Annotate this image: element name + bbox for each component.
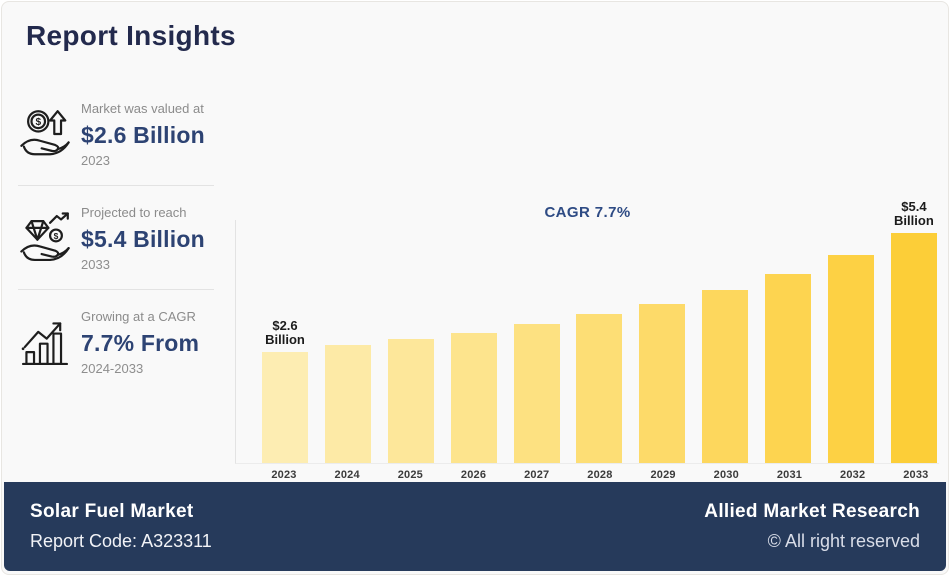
stat-value: 7.7% From: [81, 330, 200, 357]
x-tick-label: 2026: [460, 469, 487, 481]
stat-label: Growing at a CAGR: [81, 309, 196, 325]
bar-rect: [387, 339, 434, 463]
divider: [18, 185, 214, 187]
stat-text: Market was valued at $2.6 Billion 2023: [81, 99, 207, 168]
bar-2032: [828, 255, 875, 463]
divider: [18, 289, 214, 291]
stat-period: 2023: [81, 153, 110, 169]
x-tick-label: 2023: [271, 469, 297, 481]
stat-market-valued: $ Market was valued at $2.6 Billion 2023: [18, 86, 214, 181]
bar-chart: CAGR 7.7% $2.6 Billion $5.4 Billion: [235, 199, 939, 464]
bar-rect: [639, 304, 686, 463]
bar-2031: [765, 274, 812, 463]
stat-text: Projected to reach $5.4 Billion 2033: [81, 203, 207, 272]
footer-left: Solar Fuel Market Report Code: A323311: [30, 501, 212, 552]
bar-rect: [450, 333, 497, 463]
bar-rect: [765, 274, 812, 463]
cagr-annotation: CAGR 7.7%: [544, 204, 631, 221]
chart-bars: $2.6 Billion $5.4 Billion: [262, 198, 937, 463]
x-tick-label: 2028: [587, 469, 613, 481]
bar-2025: [387, 339, 434, 463]
x-tick-label: 2025: [397, 469, 424, 481]
bar-rect: [702, 290, 749, 463]
market-name: Solar Fuel Market: [30, 501, 194, 522]
hand-coin-arrow-icon: $: [18, 107, 72, 161]
bar-2027: [513, 324, 560, 463]
bar-rect: [576, 314, 623, 463]
x-tick-label: 2031: [776, 469, 803, 481]
copyright-text: © All right reserved: [767, 531, 920, 551]
bar-2033: $5.4 Billion: [890, 198, 937, 463]
footer-bar: Solar Fuel Market Report Code: A323311 A…: [4, 482, 946, 571]
stat-period: 2033: [81, 257, 110, 273]
x-tick-label: 2024: [334, 469, 360, 481]
stat-value: $5.4 Billion: [81, 226, 205, 253]
bar-2026: [450, 333, 497, 463]
bar-rect: [828, 255, 875, 463]
report-code: Report Code: A323311: [30, 531, 212, 551]
bar-2030: [702, 290, 749, 463]
stat-label: Projected to reach: [81, 205, 187, 221]
x-tick-label: 2032: [840, 469, 866, 481]
x-tick-label: 2027: [524, 469, 550, 481]
x-tick-label: 2030: [713, 469, 739, 481]
stat-projected: $ Projected to reach $5.4 Billion 2033: [18, 190, 214, 285]
stat-cagr: Growing at a CAGR 7.7% From 2024-2033: [18, 294, 214, 389]
bar-rect: [513, 324, 560, 463]
x-tick-label: 2029: [650, 469, 676, 481]
svg-text:$: $: [35, 117, 41, 128]
stats-sidebar: $ Market was valued at $2.6 Billion 2023: [18, 86, 214, 389]
x-tick-label: 2033: [903, 469, 929, 481]
hand-diamond-coin-icon: $: [18, 211, 72, 265]
x-axis-labels: 2023 2024 2025 2026 2027 2028 2029 2030 2031 2032…: [261, 469, 939, 481]
footer-right: Allied Market Research © All right reser…: [704, 501, 920, 552]
bar-2023: $2.6 Billion: [262, 317, 308, 463]
svg-text:$: $: [54, 231, 59, 241]
page-title: Report Insights: [26, 20, 236, 51]
bar-2028: [576, 314, 623, 463]
bar-rect: [890, 233, 937, 463]
stat-period: 2024-2033: [81, 361, 144, 377]
bar-value-label: $2.6 Billion: [265, 317, 305, 348]
bar-2024: [324, 345, 371, 463]
bar-growth-arrow-icon: [18, 315, 72, 369]
stat-label: Market was valued at: [81, 101, 204, 116]
stat-text: Growing at a CAGR 7.7% From 2024-2033: [81, 307, 207, 376]
bar-rect: [262, 352, 308, 463]
stat-value: $2.6 Billion: [81, 122, 205, 149]
company-name: Allied Market Research: [704, 501, 920, 522]
bar-rect: [324, 345, 371, 463]
bar-2029: [639, 304, 686, 463]
bar-value-label: $5.4 Billion: [894, 198, 934, 229]
